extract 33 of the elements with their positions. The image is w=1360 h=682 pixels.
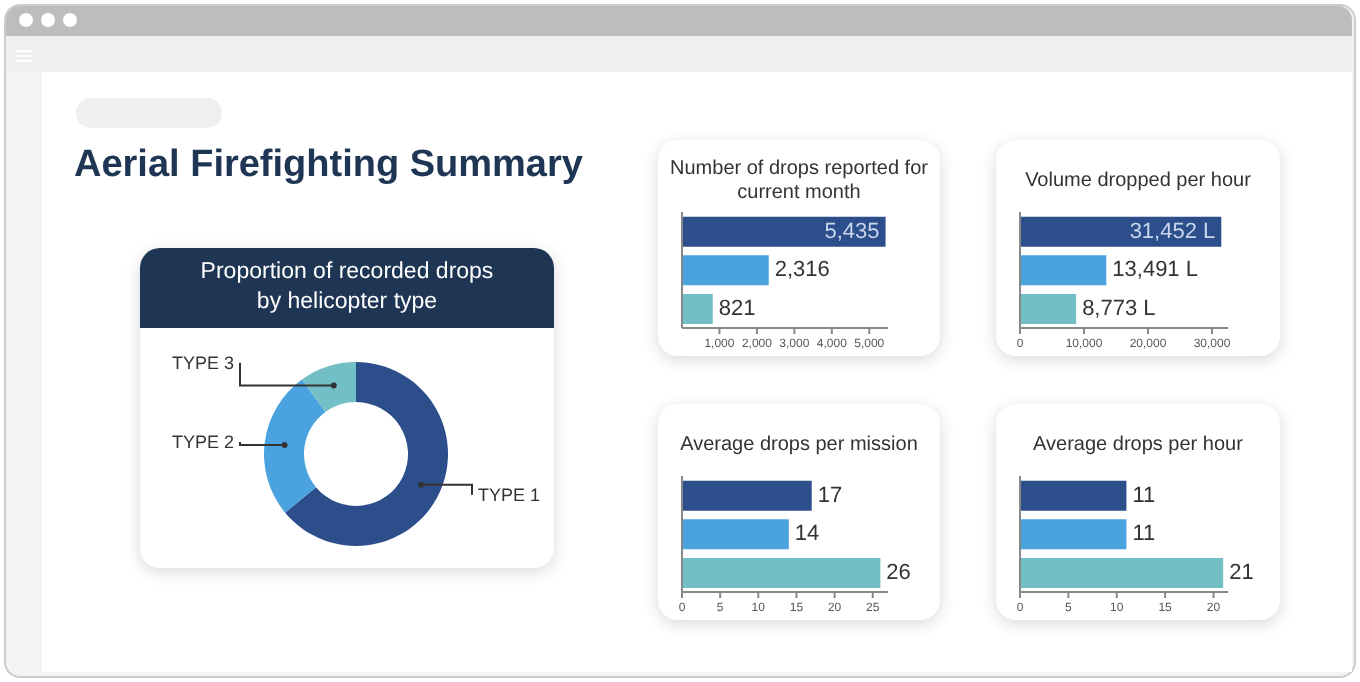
- data-label: 2,316: [774, 258, 830, 283]
- data-label: 13,491 L: [1112, 258, 1198, 283]
- bar: [682, 557, 881, 588]
- bar: [1020, 216, 1222, 247]
- chart-title: Average drops per mission: [678, 432, 920, 460]
- chart-title: Proportion of recorded drops by helicopter type: [140, 248, 554, 328]
- chart-title: Number of drops reported for current month: [668, 156, 930, 208]
- data-label: 21: [1229, 560, 1254, 585]
- data-label: 821: [718, 296, 756, 321]
- bar: [682, 216, 886, 247]
- bar: [682, 519, 789, 550]
- data-label: 17: [817, 483, 843, 508]
- bar: [682, 293, 713, 324]
- chart-title: Volume dropped per hour: [1023, 168, 1253, 196]
- bar: [682, 255, 769, 286]
- slice-label: TYPE 2: [171, 431, 234, 452]
- donut-slice: [285, 362, 448, 546]
- slice-label: TYPE 1: [478, 484, 541, 505]
- text: Aerial Firefighting Summary: [74, 144, 583, 188]
- donut-slice: [264, 379, 326, 513]
- data-label: 31,452 L: [1129, 219, 1216, 244]
- data-label: 26: [886, 560, 911, 585]
- data-label: 8,773 L: [1082, 296, 1156, 321]
- data-label: 5,435: [824, 219, 880, 244]
- chart-title: Average drops per hour: [1031, 432, 1245, 460]
- donut-slice: [301, 362, 356, 412]
- bar: [1020, 293, 1077, 324]
- slice-label: TYPE 3: [171, 352, 234, 373]
- data-label: 14: [794, 522, 820, 547]
- bar: [1020, 255, 1107, 286]
- data-label: 11: [1132, 522, 1156, 547]
- data-label: 11: [1132, 483, 1156, 508]
- bar: [682, 480, 812, 511]
